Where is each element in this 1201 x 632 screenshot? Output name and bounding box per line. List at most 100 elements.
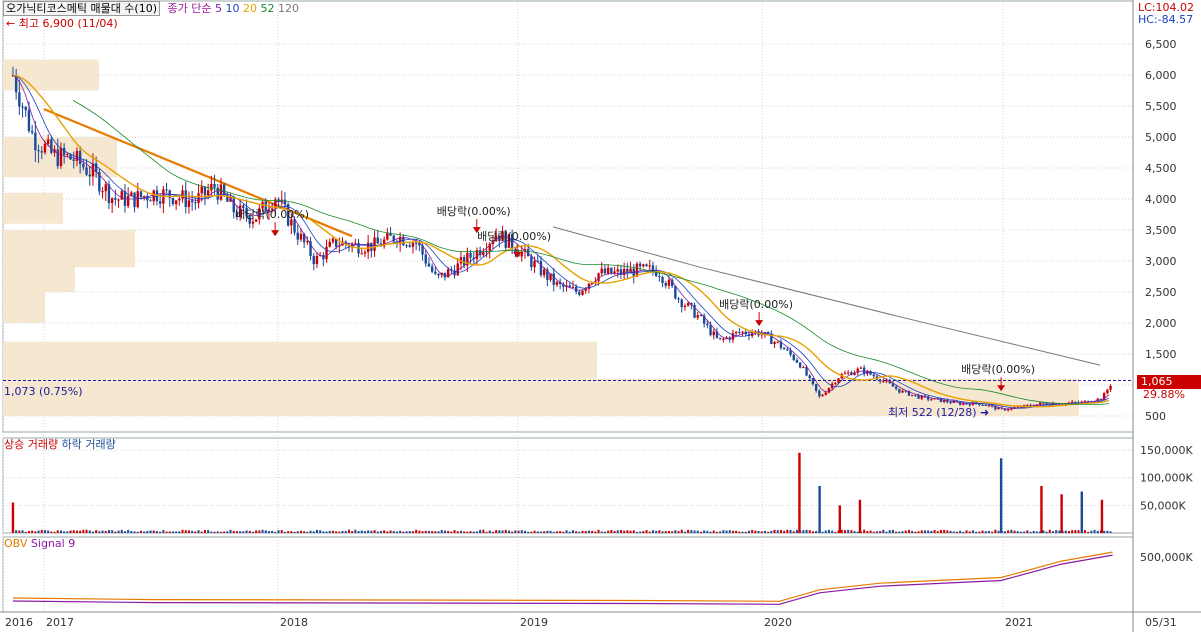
volume-bar [360,530,363,533]
volume-bar [194,531,197,533]
candle-body [987,405,991,407]
volume-bar [879,531,882,533]
volume-bar [1045,531,1048,533]
volume-bar [1035,531,1038,533]
candle-body [248,216,251,224]
ma-10-line [12,74,1110,409]
volume-bar [1010,529,1013,533]
candle-body [715,331,719,338]
candle-body [958,402,962,405]
candle-body [658,276,661,278]
candle-body [907,390,911,396]
volume-bar [789,529,792,533]
volume-bar [984,531,987,533]
volume-bar [712,530,715,533]
volume-bar [392,531,395,533]
candle-body [920,395,923,399]
candle-body [510,234,514,250]
candle-body [50,139,53,153]
candle-body [418,243,421,246]
volume-bar [891,529,894,533]
volume-bar [821,531,824,533]
candle-body [258,208,261,220]
volume-bar [75,530,78,533]
candle-body [683,305,687,308]
price-tick-label: 3,500 [1145,224,1177,237]
stock-name[interactable]: 오가닉티코스메틱 매물대 수(10) [3,1,161,16]
candle-body [14,75,18,93]
volume-bar [402,531,405,533]
candle-body [603,268,607,274]
volume-bar [520,530,523,533]
price-tick-label: 6,000 [1145,69,1177,82]
candle-body [408,245,411,247]
candle-body [622,268,626,275]
volume-bar [24,531,27,533]
volume-bar [331,530,334,533]
candle-body [645,264,648,267]
volume-bar [927,530,930,533]
candle-body [782,347,786,350]
volume-bar [251,531,254,533]
candle-body [376,237,379,244]
volume-bar [632,530,635,533]
candle-body [846,372,850,374]
volume-bar [507,530,510,533]
candle-body [686,302,690,306]
down-volume-label: 하락 거래량 [61,438,116,451]
volume-bar [696,530,699,533]
candle-body [354,242,357,244]
candle-body [242,205,245,208]
candle-body [219,184,223,200]
candle-body [859,367,863,369]
candle-body [299,233,303,240]
x-tick-label: 2017 [46,616,74,629]
candle-body [98,171,101,192]
volume-bar [610,529,613,533]
candle-body [1080,401,1083,403]
candle-body [133,192,136,208]
volume-bar [792,531,795,533]
volume-bar [363,531,366,533]
candle-body [734,331,738,334]
volume-bar [1039,531,1042,533]
candle-body [968,404,971,406]
signal-line [12,554,1113,605]
volume-bar [968,531,971,533]
volume-bar [341,530,344,533]
volume-bar [133,531,136,533]
volume-legend: 상승 거래량 하락 거래량 [4,438,116,452]
price-tick-label: 1,500 [1145,348,1177,361]
candle-body [507,234,511,248]
ma-52: 52 [260,2,275,15]
candle-body [696,315,699,318]
volume-bar [117,530,120,533]
candle-body [411,242,415,247]
volume-bar [824,530,827,533]
candle-body [210,183,213,191]
candle-body [389,232,392,236]
volume-bar [184,530,187,533]
candle-body [680,299,683,308]
volume-spike [1040,485,1043,533]
candle-body [955,401,959,403]
candle-body [488,243,491,251]
volume-bar [303,531,306,533]
volume-bar [287,531,290,533]
volume-bar [514,530,517,533]
volume-bar [536,531,539,533]
volume-bar [811,531,814,533]
candle-body [75,150,79,161]
volume-bar [815,530,818,533]
volume-bar [597,529,600,533]
candle-body [498,235,501,242]
volume-bar [978,531,981,533]
candle-body [66,154,69,156]
candle-body [264,201,267,212]
candle-body [306,241,309,243]
volume-bar [159,531,162,533]
candle-body [885,380,888,382]
candle-body [891,383,895,387]
